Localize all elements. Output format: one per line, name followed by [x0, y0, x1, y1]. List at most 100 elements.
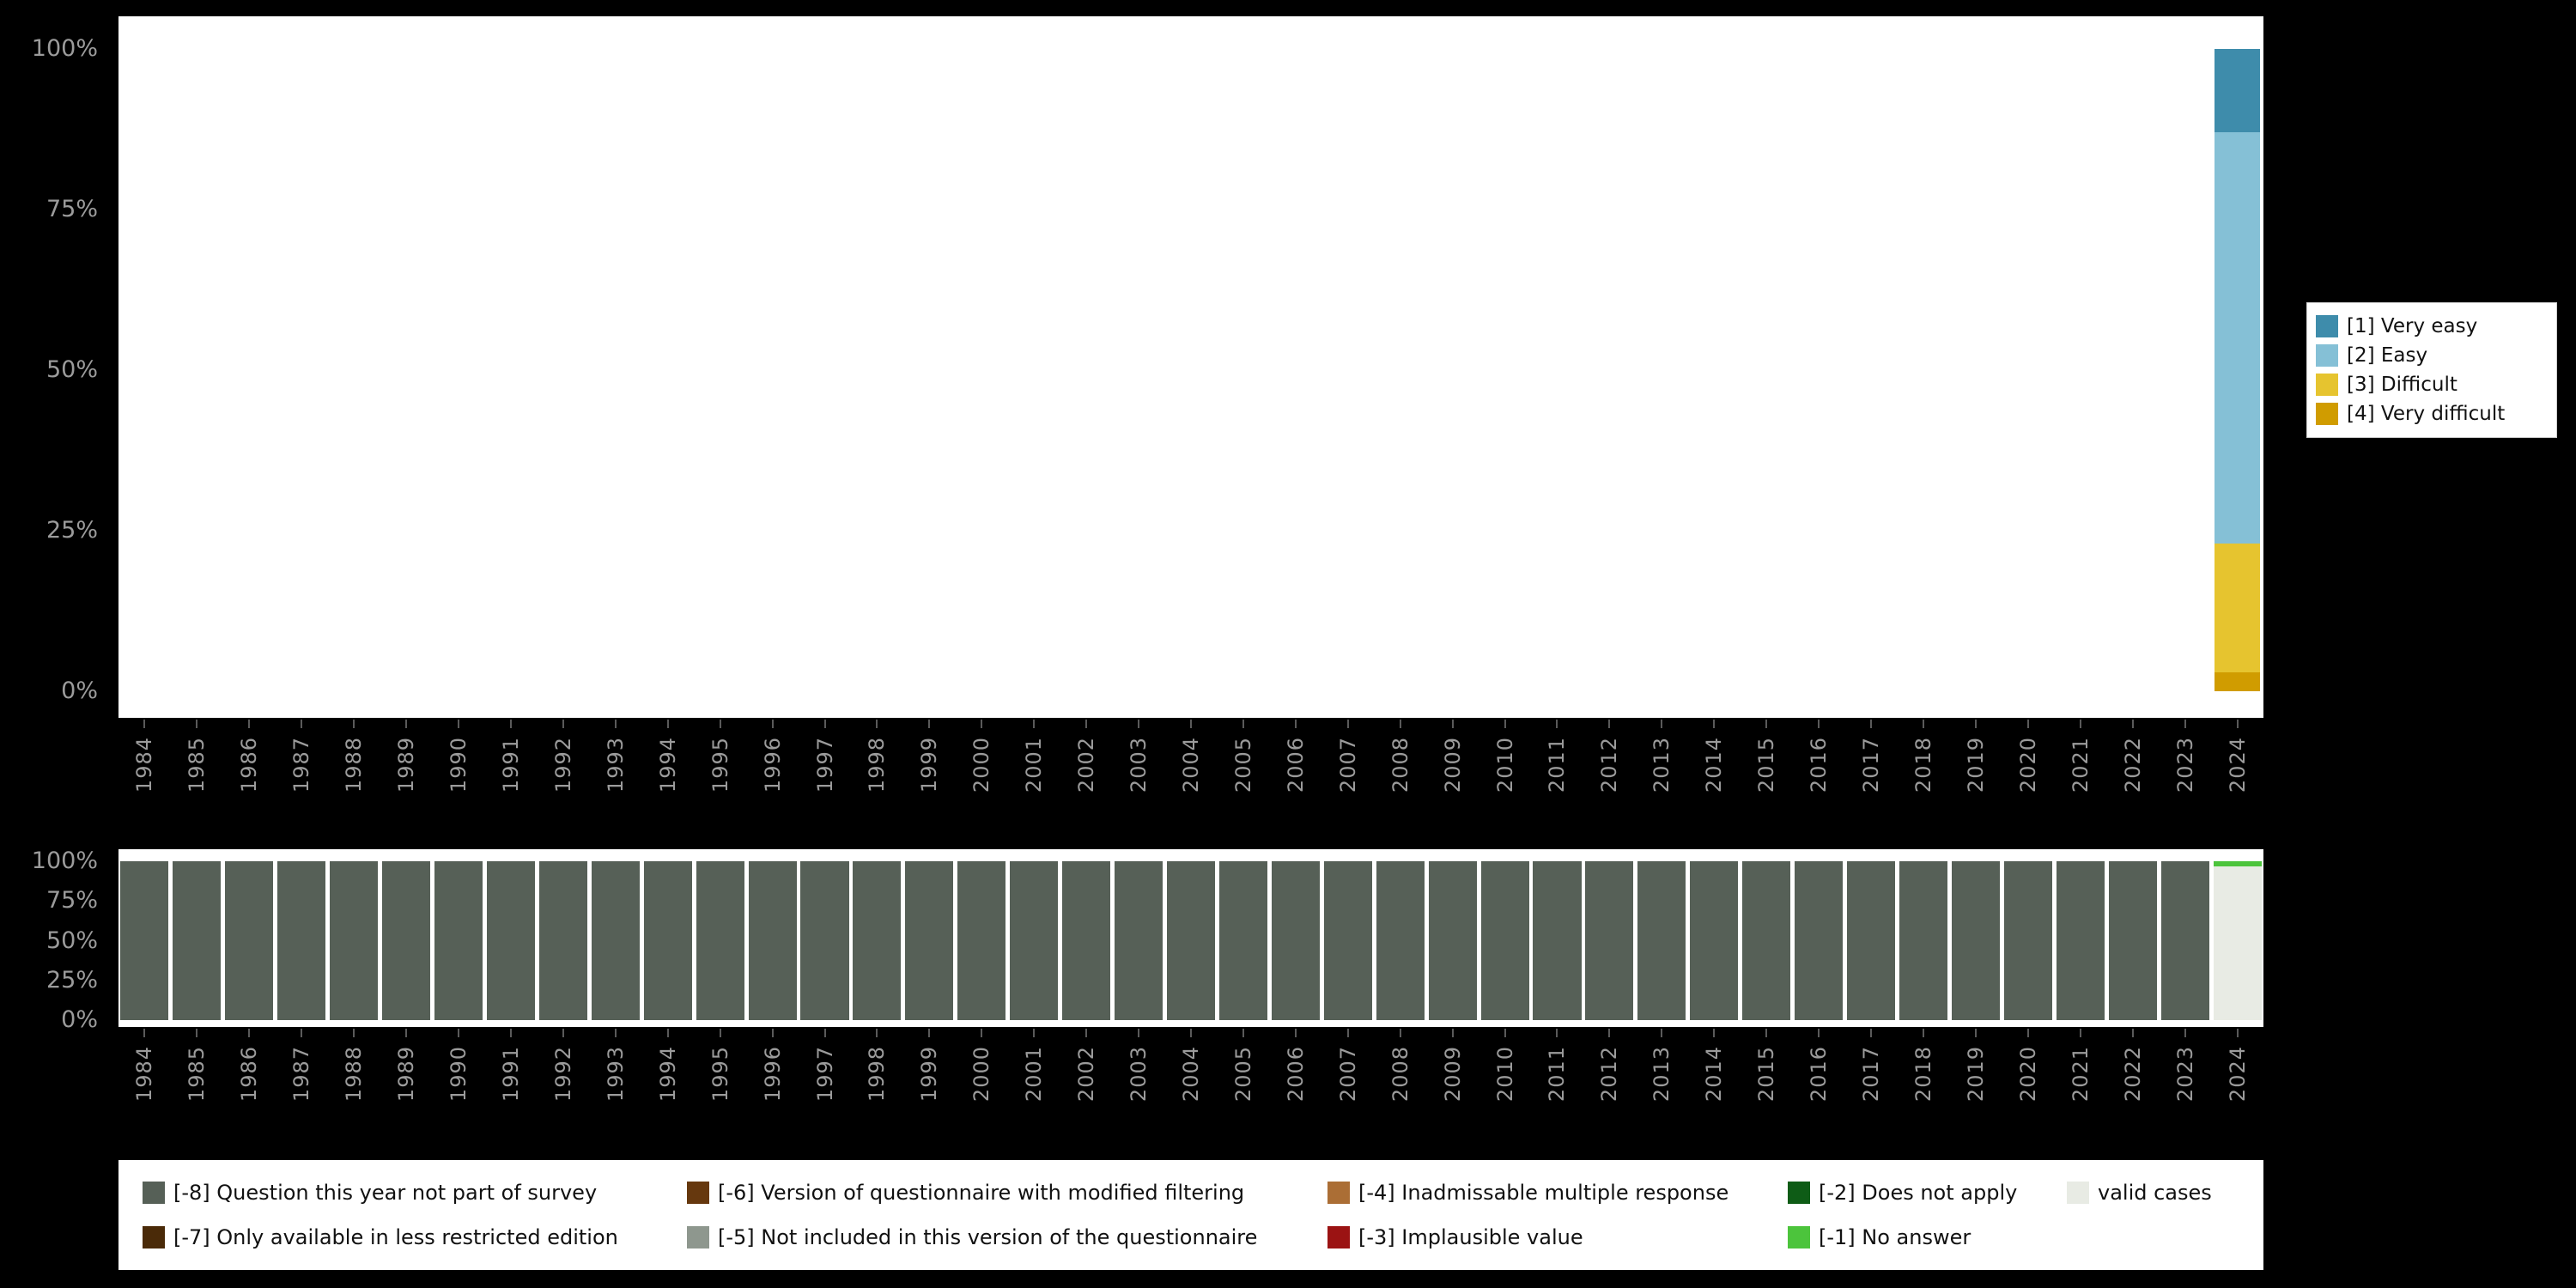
x-axis-tick	[1818, 720, 1820, 728]
x-axis-tick	[666, 1029, 669, 1037]
x-axis-tick	[562, 720, 564, 728]
x-axis-tick-label: 1998	[865, 1046, 890, 1103]
x-axis-tick-label: 2016	[1807, 737, 1832, 793]
x-axis-tick-label: 2003	[1127, 737, 1151, 793]
x-axis-tick	[928, 1029, 931, 1037]
legend-swatch	[2316, 403, 2338, 425]
bar-segment	[1742, 861, 1791, 1020]
legend-swatch	[687, 1226, 709, 1249]
bar-segment	[2214, 49, 2261, 133]
bar-segment	[2214, 543, 2261, 672]
bar-segment	[591, 861, 640, 1020]
x-axis-tick	[1242, 1029, 1244, 1037]
bar-segment	[1271, 861, 1320, 1020]
x-axis-tick	[1870, 1029, 1873, 1037]
x-axis-tick-label: 2022	[2120, 737, 2145, 793]
y-axis-tick-label: 0%	[61, 1006, 98, 1033]
x-axis-tick	[1242, 720, 1244, 728]
x-axis-tick	[143, 1029, 146, 1037]
x-axis-tick-label: 2000	[969, 737, 994, 793]
bar-segment	[1899, 861, 1947, 1020]
legend-item: valid cases	[2067, 1181, 2250, 1205]
bar-segment	[2214, 132, 2261, 544]
x-axis-tick-label: 2009	[1440, 1046, 1465, 1103]
x-axis-tick-label: 2006	[1283, 737, 1308, 793]
x-axis-tick	[1399, 720, 1401, 728]
bar-segment	[1115, 861, 1163, 1020]
x-axis-tick	[248, 720, 251, 728]
y-axis-tick-label: 50%	[46, 927, 98, 954]
missing-chart-plot	[118, 849, 2263, 1027]
bar-segment	[2160, 861, 2209, 1020]
x-axis-tick	[1451, 1029, 1454, 1037]
x-axis-tick-label: 2018	[1911, 1046, 1935, 1103]
x-axis-tick-label: 1992	[550, 1046, 575, 1103]
top-chart-x-ticks	[118, 720, 2263, 730]
x-axis-tick-label: 1999	[917, 737, 942, 793]
x-axis-tick-label: 2023	[2172, 737, 2197, 793]
x-axis-tick	[771, 720, 774, 728]
x-axis-tick	[1033, 1029, 1036, 1037]
bar-segment	[1690, 861, 1739, 1020]
x-axis-tick-label: 1987	[289, 1046, 314, 1103]
x-axis-tick	[2131, 1029, 2134, 1037]
x-axis-tick	[458, 1029, 460, 1037]
bar-segment	[1951, 861, 2000, 1020]
x-axis-tick-label: 2013	[1649, 737, 1674, 793]
y-axis-tick-label: 100%	[31, 848, 98, 874]
missing-chart-x-axis: 1984 1985 1986 1987 1988 1989 1990 1991 1992 1993…	[118, 1042, 2263, 1132]
y-axis-tick-label: 25%	[46, 517, 98, 544]
legend-item: [3] Difficult	[2316, 374, 2548, 396]
x-axis-tick	[981, 1029, 983, 1037]
x-axis-tick	[1765, 1029, 1768, 1037]
x-axis-tick-label: 2021	[2068, 737, 2093, 793]
bar-segment	[1637, 861, 1686, 1020]
bar-segment	[748, 861, 797, 1020]
legend-label: [2] Easy	[2347, 344, 2428, 367]
top-chart-plot	[118, 16, 2263, 718]
bar-segment	[434, 861, 483, 1020]
x-axis-tick	[196, 1029, 198, 1037]
x-axis-tick-label: 2012	[1597, 1046, 1622, 1103]
bar-segment	[225, 861, 274, 1020]
x-axis-tick-label: 1991	[498, 737, 523, 793]
bar-segment	[2003, 861, 2052, 1020]
legend-swatch	[2316, 344, 2338, 367]
x-axis-tick	[2236, 720, 2239, 728]
legend-item: [2] Easy	[2316, 344, 2548, 367]
x-axis-tick	[876, 720, 878, 728]
missing-values-legend: [-8] Question this year not part of surv…	[118, 1160, 2263, 1270]
x-axis-tick	[353, 720, 355, 728]
bar-segment	[1062, 861, 1111, 1020]
x-axis-tick-label: 2005	[1230, 737, 1255, 793]
legend-label: [-6] Version of questionnaire with modif…	[718, 1181, 1245, 1205]
x-axis-tick	[1346, 1029, 1349, 1037]
bar-segment	[1585, 861, 1634, 1020]
x-axis-tick-label: 1986	[237, 1046, 262, 1103]
x-axis-tick-label: 2004	[1179, 737, 1203, 793]
x-axis-tick-label: 2024	[2225, 737, 2250, 793]
bar-segment	[277, 861, 326, 1020]
x-axis-tick	[1608, 720, 1611, 728]
x-axis-tick-label: 2019	[1963, 737, 1988, 793]
legend-swatch	[143, 1226, 165, 1249]
x-axis-tick-label: 1996	[760, 737, 785, 793]
x-axis-tick	[2079, 1029, 2081, 1037]
legend-item: [1] Very easy	[2316, 315, 2548, 337]
y-axis-tick-label: 100%	[31, 35, 98, 62]
bar-segment	[173, 861, 222, 1020]
x-axis-tick	[614, 720, 617, 728]
legend-swatch	[2316, 315, 2338, 337]
x-axis-tick	[2079, 720, 2081, 728]
x-axis-tick-label: 1995	[708, 737, 732, 793]
x-axis-tick	[1608, 1029, 1611, 1037]
x-axis-tick-label: 2021	[2068, 1046, 2093, 1103]
top-chart-y-axis: 100% 75% 50% 25% 0%	[0, 16, 108, 718]
x-axis-tick-label: 1994	[655, 1046, 680, 1103]
x-axis-tick	[1294, 720, 1297, 728]
bar-segment	[2108, 861, 2157, 1020]
x-axis-tick	[509, 720, 512, 728]
bar-segment	[2214, 671, 2261, 691]
y-axis-tick-label: 75%	[46, 196, 98, 222]
x-axis-tick-label: 2022	[2120, 1046, 2145, 1103]
